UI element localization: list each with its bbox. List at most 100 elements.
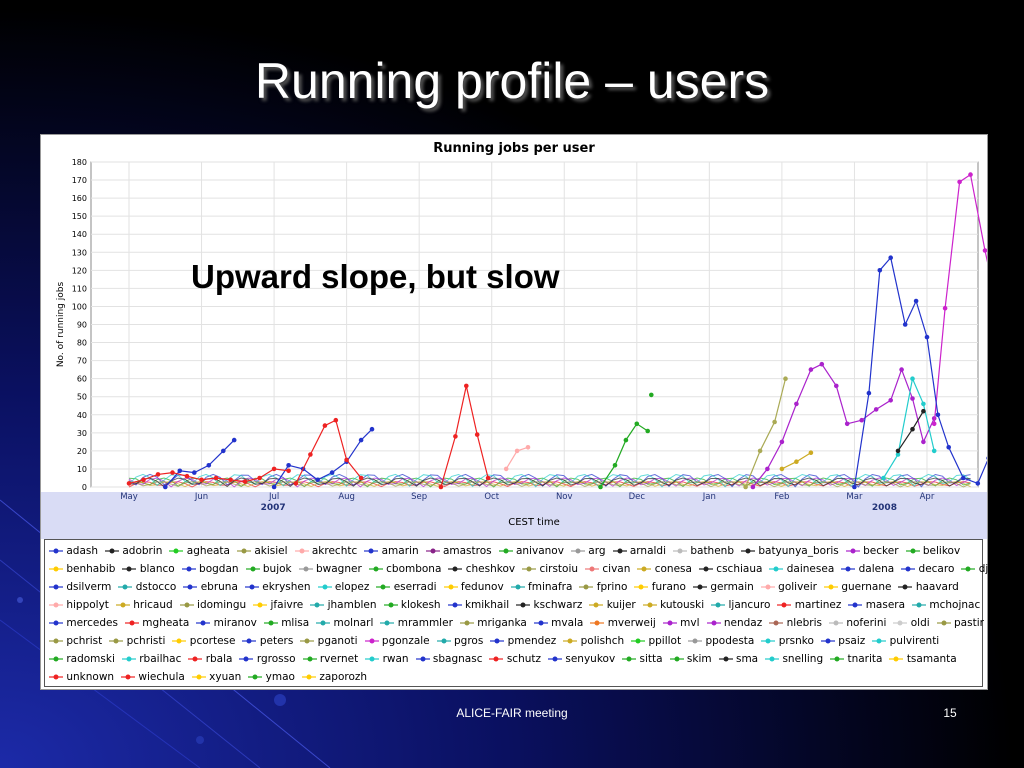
legend-marker-icon xyxy=(380,620,395,626)
legend-label: nlebris xyxy=(786,617,822,629)
legend-marker-icon xyxy=(905,548,920,554)
legend-item: jfaivre xyxy=(253,599,303,611)
legend-label: hippolyt xyxy=(66,599,109,611)
legend-label: mchojnac xyxy=(929,599,981,611)
legend-item: pchristi xyxy=(109,635,165,647)
data-point-mvala xyxy=(170,470,175,475)
legend-item: eserradi xyxy=(376,581,437,593)
legend-marker-icon xyxy=(368,566,383,572)
legend-label: martinez xyxy=(794,599,842,611)
legend-item: haavard xyxy=(898,581,959,593)
data-point-mvala xyxy=(257,475,262,481)
legend-label: pgonzale xyxy=(381,635,430,647)
legend-marker-icon xyxy=(179,602,194,608)
legend-label: fminafra xyxy=(528,581,573,593)
x-tick-label: Jul xyxy=(268,492,279,502)
legend-item: ebruna xyxy=(183,581,238,593)
legend-row: radomski rbailhac rbala rgrosso rvernet … xyxy=(49,653,964,671)
data-point-becker xyxy=(779,439,785,445)
legend-marker-icon xyxy=(912,602,927,608)
legend-label: goliveir xyxy=(778,581,817,593)
legend-label: adash xyxy=(66,545,99,557)
legend-label: rwan xyxy=(382,653,409,665)
data-point-prsnko xyxy=(881,475,886,481)
legend-label: nendaz xyxy=(723,617,763,629)
legend-item: adobrin xyxy=(105,545,162,557)
legend-label: haavard xyxy=(915,581,959,593)
legend-marker-icon xyxy=(711,602,726,608)
legend-marker-icon xyxy=(105,548,120,554)
legend-label: amarin xyxy=(381,545,419,557)
legend-item: amarin xyxy=(364,545,419,557)
data-point-amarin xyxy=(177,468,183,474)
legend-label: rbailhac xyxy=(139,653,182,665)
legend-item: bathenb xyxy=(673,545,734,557)
data-point-akrechtc xyxy=(514,448,520,454)
legend-label: zaporozh xyxy=(319,671,368,683)
legend-label: jfaivre xyxy=(270,599,304,611)
series-line-ebruna xyxy=(273,428,373,488)
data-point-pgonzale xyxy=(968,172,973,177)
legend-label: rbala xyxy=(205,653,233,665)
data-point-hricaud xyxy=(779,466,785,472)
legend-marker-icon xyxy=(824,584,838,590)
series-line-pgonzale xyxy=(933,173,987,424)
legend-item: pastir xyxy=(936,617,984,629)
legend-label: noferini xyxy=(846,617,887,629)
legend-marker-icon xyxy=(294,548,309,554)
legend-label: bathenb xyxy=(690,545,734,557)
legend-marker-icon xyxy=(830,656,845,662)
slide-title: Running profile – users xyxy=(254,53,770,109)
legend-item: xyuan xyxy=(191,671,241,683)
legend-item: noferini xyxy=(829,617,886,629)
legend-marker-icon xyxy=(688,638,703,644)
baseline-series-line xyxy=(128,477,971,488)
legend-item: hricaud xyxy=(115,599,173,611)
legend-item: akisiel xyxy=(236,545,288,557)
legend-label: pganoti xyxy=(317,635,358,647)
legend-label: pmendez xyxy=(507,635,557,647)
legend-item: kschwarz xyxy=(516,599,582,611)
data-point-prsnko xyxy=(921,401,926,407)
legend-marker-icon xyxy=(49,620,63,626)
data-point-becker xyxy=(765,466,770,472)
legend-marker-icon xyxy=(302,656,317,662)
year-label: 2007 xyxy=(261,503,286,513)
legend-label: cbombona xyxy=(386,563,442,575)
data-point-rbala xyxy=(485,475,491,481)
legend-label: amastros xyxy=(442,545,492,557)
data-point-liancuro xyxy=(634,421,640,427)
data-point-prsnko xyxy=(895,452,901,457)
legend-item: dalena xyxy=(841,563,894,575)
data-point-hricaud xyxy=(794,459,799,465)
data-point-becker xyxy=(794,401,799,407)
legend-label: mlisa xyxy=(281,617,310,629)
legend-marker-icon xyxy=(872,638,887,644)
data-point-bogdan xyxy=(935,412,941,418)
data-point-bogdan xyxy=(913,298,919,304)
data-point-becker xyxy=(750,484,756,490)
legend-item: tsamanta xyxy=(889,653,957,665)
legend-item: mlisa xyxy=(263,617,310,629)
legend-item: fminafra xyxy=(510,581,573,593)
data-point-rbala xyxy=(453,434,458,439)
data-point-mvala xyxy=(271,466,277,472)
baseline-series-line xyxy=(128,477,971,488)
legend-item: rgrosso xyxy=(239,653,296,665)
legend-item: conesa xyxy=(637,563,692,575)
series-line-mvala xyxy=(128,468,289,484)
legend-label: kuijer xyxy=(606,599,636,611)
data-point-amarin xyxy=(192,470,197,475)
legend-marker-icon xyxy=(364,638,379,644)
legend-label: mrammler xyxy=(397,617,453,629)
legend-item: senyukov xyxy=(548,653,615,665)
legend-marker-icon xyxy=(769,566,784,572)
y-tick-label: 20 xyxy=(77,447,87,456)
data-point-liancuro xyxy=(612,463,618,468)
legend-marker-icon xyxy=(436,638,451,644)
legend-marker-icon xyxy=(365,656,380,662)
legend-label: ppodesta xyxy=(705,635,755,647)
legend-label: cirstoiu xyxy=(539,563,579,575)
legend-marker-icon xyxy=(244,584,259,590)
x-tick-label: Aug xyxy=(338,492,355,502)
